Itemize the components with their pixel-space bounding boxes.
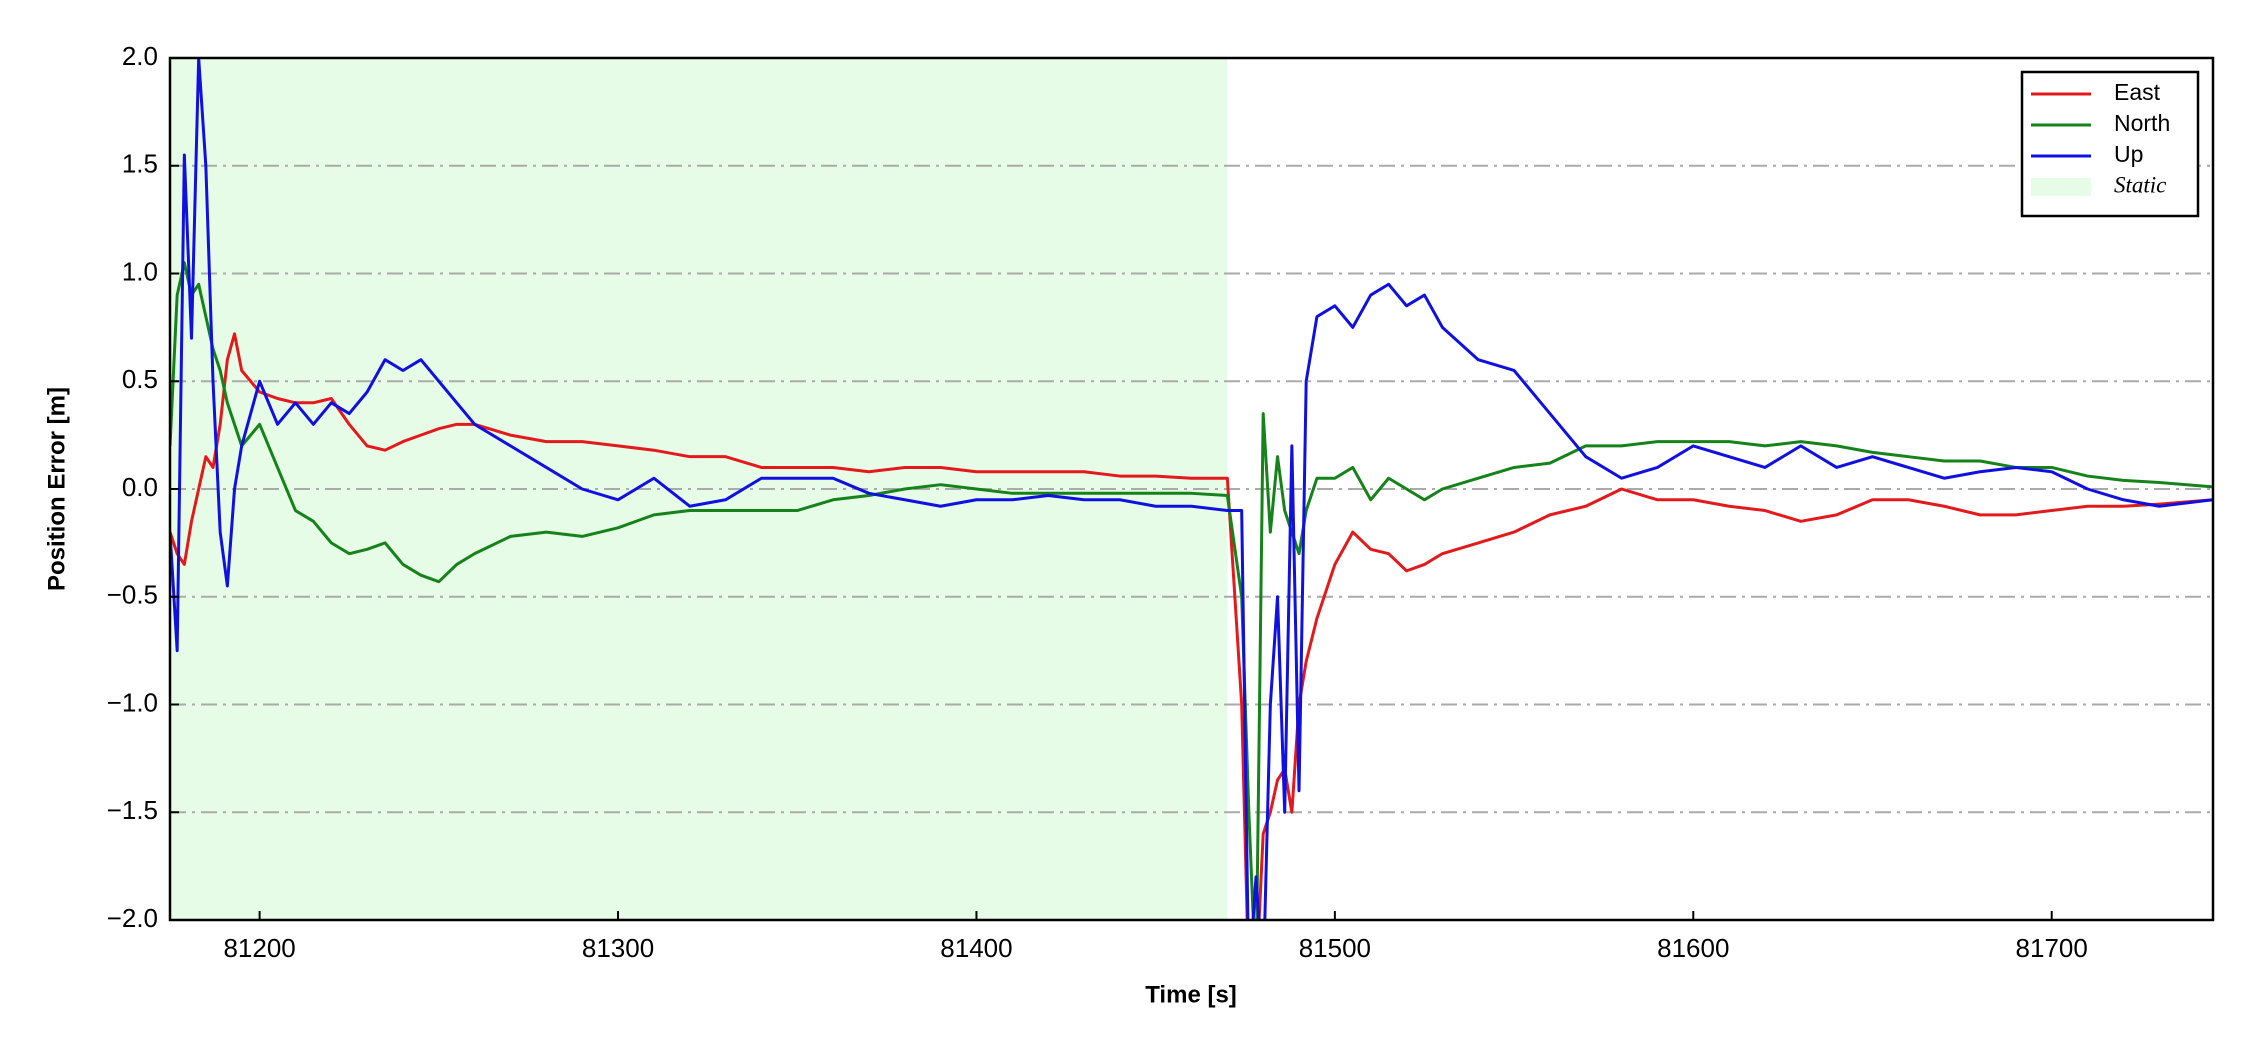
legend-label: East: [2114, 79, 2161, 105]
y-tick-label: −1.5: [107, 795, 158, 825]
y-tick-label: 0.5: [122, 364, 158, 394]
legend-label: Static: [2114, 172, 2166, 197]
legend: East North Up Static: [2020, 70, 2200, 218]
y-tick-label: −2.0: [107, 903, 158, 933]
y-tick-label: 2.0: [122, 41, 158, 71]
series-line: [170, 332, 2213, 920]
y-tick-label: 0.0: [122, 472, 158, 502]
axes-layer: −2.0 −1.5 −1.0 −0.5 0.0 0.5 1.0 1.5 2.0 81200 8130…: [107, 41, 2088, 963]
legend-swatch: [2031, 178, 2091, 196]
legend-label: North: [2114, 110, 2170, 136]
series-line: [170, 58, 2213, 920]
y-axis-label: Position Error [m]: [43, 387, 70, 591]
x-tick-label: 81200: [223, 933, 295, 963]
legend-label: Up: [2114, 141, 2143, 167]
x-tick-label: 81300: [582, 933, 654, 963]
y-tick-label: −0.5: [107, 580, 158, 610]
y-tick-label: 1.0: [122, 256, 158, 286]
y-tick-label: 1.5: [122, 149, 158, 179]
x-tick-label: 81700: [2016, 933, 2088, 963]
y-tick-label: −1.0: [107, 687, 158, 717]
x-tick-label: 81600: [1657, 933, 1729, 963]
series-line: [170, 261, 2213, 920]
x-tick-label: 81500: [1299, 933, 1371, 963]
lines-layer: [170, 58, 2213, 920]
x-tick-label: 81400: [940, 933, 1012, 963]
x-axis-label: Time [s]: [1145, 981, 1237, 1008]
